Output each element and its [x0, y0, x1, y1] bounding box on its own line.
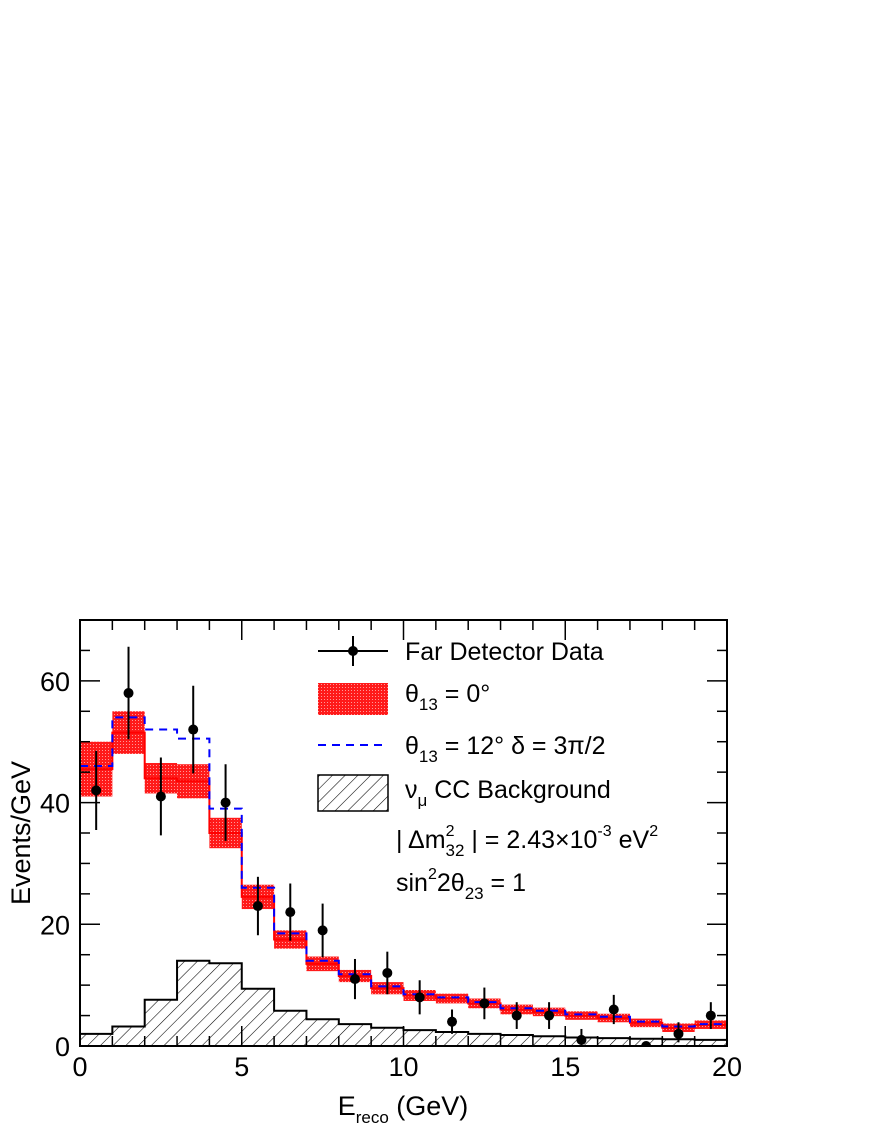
tick-labels: 0 5 10 15 20 0 20 40 60	[40, 667, 742, 1082]
annotation-delta-m32: | Δm2 32 | = 2.43×10-3 eV2	[396, 823, 658, 860]
background-bar	[112, 1026, 145, 1046]
legend: Far Detector Data θ13 = 0° θ13 = 12° δ =…	[317, 636, 658, 903]
data-point	[123, 688, 134, 699]
data-point	[252, 901, 263, 912]
data-point	[317, 925, 328, 936]
plot-area	[80, 646, 727, 1046]
data-point	[91, 785, 102, 796]
legend-label-data: Far Detector Data	[405, 638, 604, 666]
axis-ticks	[79, 619, 728, 1047]
background-bar	[144, 999, 178, 1046]
data-point	[349, 974, 360, 985]
background-bar	[468, 1033, 501, 1046]
x-tick-label: 5	[234, 1052, 249, 1082]
background-bar	[306, 1019, 339, 1046]
background-bar	[532, 1036, 566, 1046]
far-detector-data	[91, 646, 716, 1046]
data-point	[155, 791, 166, 802]
data-point	[285, 907, 296, 918]
background-bar	[694, 1039, 727, 1046]
data-point	[414, 992, 425, 1003]
x-axis-title: Ereco (GeV)	[338, 1091, 469, 1127]
background-bar	[209, 963, 242, 1046]
x-tick-label: 10	[388, 1052, 418, 1082]
data-point	[705, 1010, 716, 1021]
legend-item-theta13-12: θ13 = 12° δ = 3π/2	[318, 732, 605, 766]
y-tick-label: 20	[40, 910, 70, 940]
y-tick-label: 40	[40, 789, 70, 819]
legend-item-data: Far Detector Data	[318, 636, 604, 666]
y-axis-title: Events/GeV	[6, 761, 36, 905]
background-bar	[371, 1027, 404, 1046]
background-bar	[177, 960, 210, 1046]
data-point	[220, 797, 231, 808]
x-tick-label: 0	[72, 1052, 87, 1082]
background-bar	[500, 1035, 533, 1046]
y-tick-label: 0	[55, 1032, 70, 1062]
data-point	[576, 1034, 587, 1045]
data-point	[447, 1016, 458, 1027]
data-point	[608, 1004, 619, 1015]
y-tick-label: 60	[40, 667, 70, 697]
data-point	[641, 1041, 652, 1046]
x-tick-label: 15	[550, 1052, 580, 1082]
annotation-sin2theta23: sin22θ23 = 1	[396, 866, 526, 903]
data-point	[188, 724, 199, 735]
legend-label-theta13-0: θ13 = 0°	[405, 680, 490, 714]
background-bar	[435, 1032, 469, 1046]
data-point	[479, 998, 490, 1009]
legend-item-theta13-0: θ13 = 0°	[318, 680, 490, 715]
x-tick-label: 20	[712, 1052, 742, 1082]
background-bar	[241, 988, 275, 1046]
background-bar	[338, 1024, 372, 1046]
background-bar	[80, 1033, 113, 1046]
legend-label-theta13-12: θ13 = 12° δ = 3π/2	[405, 732, 605, 766]
legend-label-background: νμ CC Background	[405, 776, 611, 810]
background-bar	[662, 1039, 695, 1046]
data-point	[544, 1010, 555, 1021]
background-bar	[274, 1010, 307, 1046]
data-point	[382, 967, 393, 978]
legend-item-background: νμ CC Background	[317, 774, 611, 812]
background-bar	[597, 1038, 630, 1046]
data-point	[673, 1028, 684, 1039]
background-bar	[403, 1030, 436, 1046]
data-point	[511, 1010, 522, 1021]
